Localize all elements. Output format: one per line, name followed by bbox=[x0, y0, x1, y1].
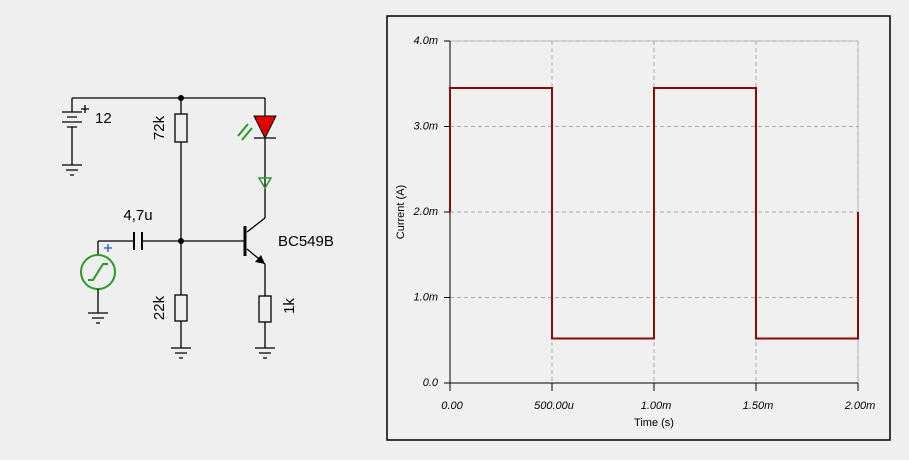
resistor bbox=[174, 294, 188, 322]
capacitor bbox=[133, 232, 143, 250]
battery-symbol bbox=[62, 111, 82, 128]
wire bbox=[71, 97, 265, 165]
resistor-label: 22k bbox=[151, 295, 168, 320]
resistor-label: 72k bbox=[151, 115, 168, 140]
x-axis-title: Time (s) bbox=[634, 417, 674, 429]
ammeter bbox=[257, 177, 273, 190]
plus-sign bbox=[104, 244, 112, 252]
y-tick-label: 3.0m bbox=[414, 120, 438, 132]
source-waveform bbox=[88, 263, 108, 281]
x-tick-label: 1.00m bbox=[641, 400, 672, 412]
resistor bbox=[258, 295, 272, 323]
led bbox=[253, 115, 277, 140]
y-tick-label: 2.0m bbox=[413, 206, 438, 218]
wire bbox=[97, 240, 181, 255]
x-tick-label: 500.00u bbox=[534, 400, 574, 412]
data-line bbox=[449, 87, 859, 340]
y-tick-label: 4.0m bbox=[414, 35, 438, 47]
emitter-arrow bbox=[255, 255, 265, 264]
x-tick-label: 0.00 bbox=[441, 400, 463, 412]
x-tick-label: 2.00m bbox=[844, 400, 876, 412]
wire bbox=[181, 217, 266, 348]
ground bbox=[255, 347, 275, 359]
circuit: 12 72k BC549B 1k 22k 4,7u bbox=[62, 95, 334, 359]
ground bbox=[62, 164, 82, 176]
led-light bbox=[237, 123, 253, 141]
y-tick-label: 0.0 bbox=[423, 377, 439, 389]
y-axis-title: Current (A) bbox=[395, 185, 407, 239]
battery-label: 12 bbox=[95, 110, 112, 127]
ground bbox=[171, 347, 191, 359]
ground bbox=[88, 289, 108, 324]
resistor bbox=[174, 113, 188, 143]
y-tick-label: 1.0m bbox=[414, 291, 438, 303]
resistor-label: 1k bbox=[281, 298, 298, 314]
capacitor-label: 4,7u bbox=[123, 207, 152, 224]
x-tick-label: 1.50m bbox=[743, 400, 774, 412]
plus-sign bbox=[81, 105, 89, 113]
transistor-label: BC549B bbox=[278, 233, 334, 250]
